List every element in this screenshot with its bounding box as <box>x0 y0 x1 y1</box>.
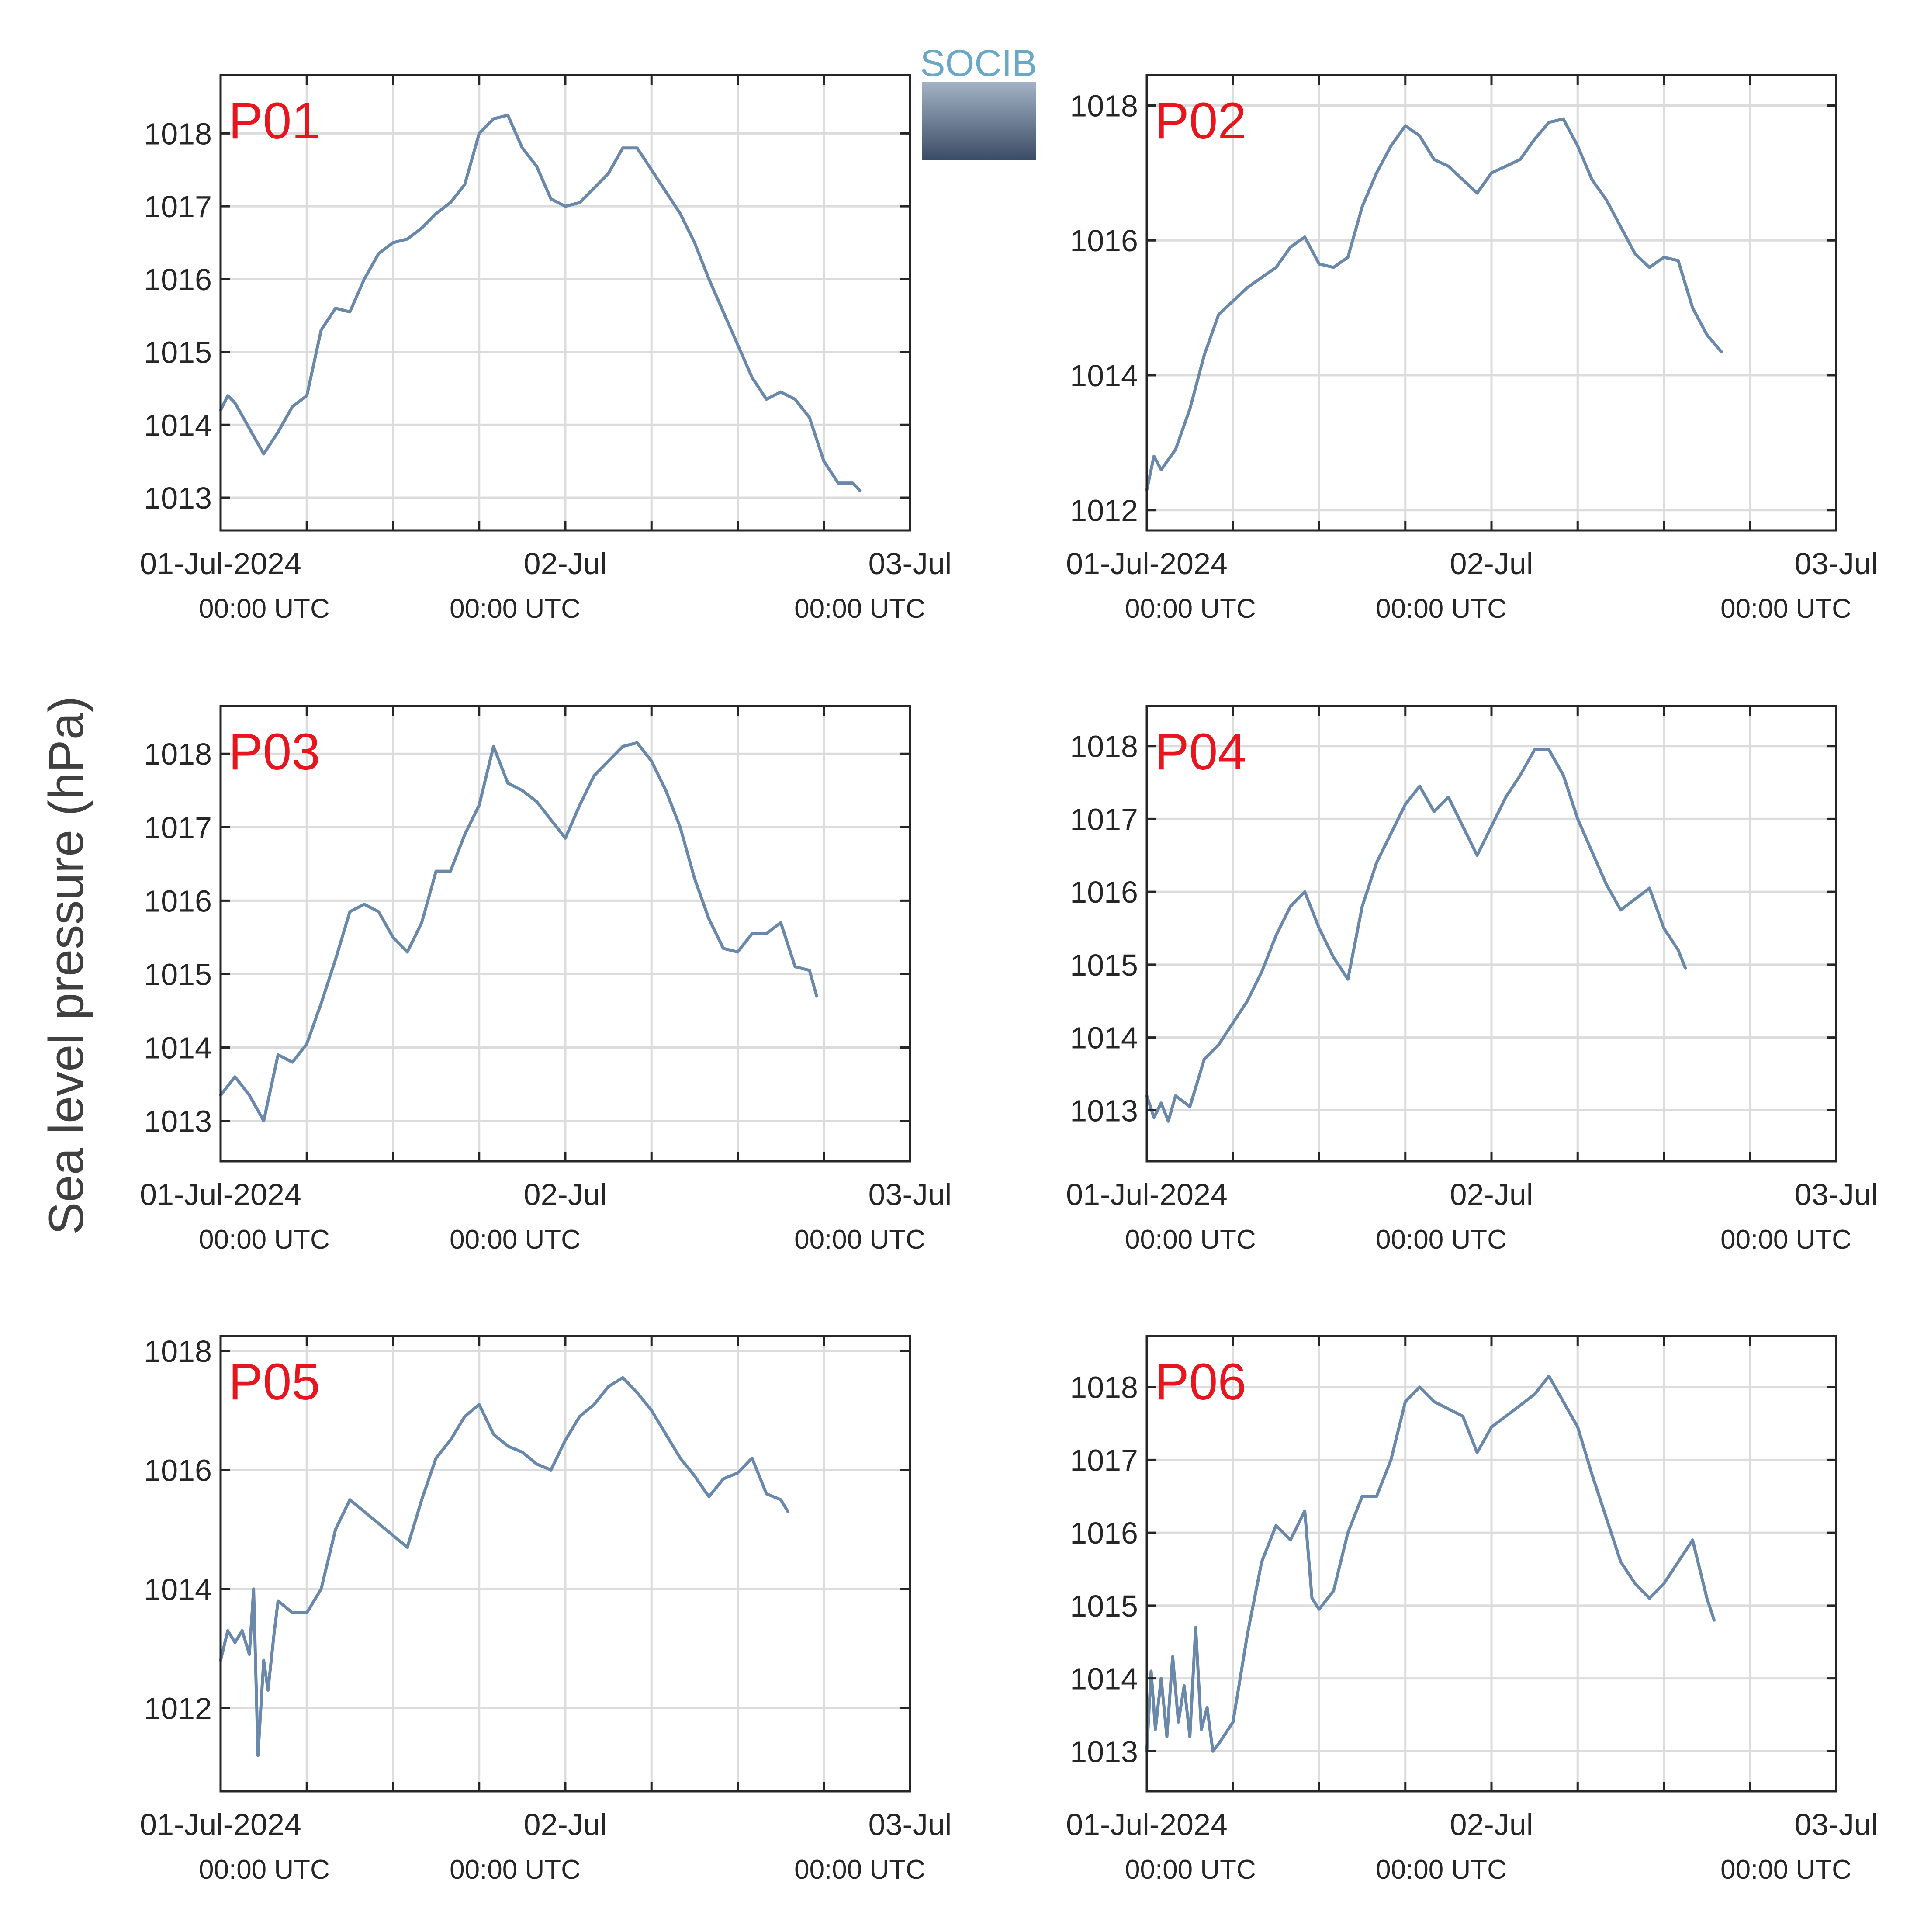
y-tick-label: 1013 <box>144 1104 212 1139</box>
x-tick-label: 01-Jul-2024 <box>1066 1807 1228 1842</box>
y-tick-label: 1018 <box>144 1334 212 1368</box>
x-tick-label: 01-Jul-2024 <box>140 1177 301 1212</box>
y-axis-label: Sea level pressure (hPa) <box>39 696 93 1235</box>
panel-label: P01 <box>228 92 320 150</box>
x-tick-label: 03-Jul <box>1795 1807 1878 1842</box>
y-tick-label: 1015 <box>1070 1589 1138 1623</box>
x-tick-label: 02-Jul <box>1450 1177 1533 1212</box>
y-tick-label: 1018 <box>144 117 212 151</box>
x-tick-sublabel: 00:00 UTC <box>1376 1855 1507 1885</box>
x-tick-sublabel: 00:00 UTC <box>1376 594 1507 624</box>
panels-group: 1013 1014 1015 1016 1017 1018 01-Jul-2024 00:00… <box>140 74 1878 1885</box>
series-line <box>219 741 818 1123</box>
x-tick-label: 03-Jul <box>869 1807 952 1842</box>
y-tick-label: 1018 <box>144 737 212 771</box>
y-tick-label: 1015 <box>144 957 212 991</box>
y-tick-label: 1017 <box>144 190 212 224</box>
y-tick-label: 1016 <box>1070 875 1138 909</box>
x-tick-sublabel: 00:00 UTC <box>1720 1855 1851 1885</box>
x-tick-label: 01-Jul-2024 <box>140 1807 301 1842</box>
x-tick-sublabel: 00:00 UTC <box>1376 1225 1507 1255</box>
x-tick-sublabel: 00:00 UTC <box>1720 1225 1851 1255</box>
x-tick-label: 02-Jul <box>1450 1807 1533 1842</box>
panel-label: P03 <box>228 723 320 781</box>
panel-label: P05 <box>228 1353 320 1411</box>
x-tick-sublabel: 00:00 UTC <box>450 594 581 624</box>
y-tick-label: 1015 <box>144 336 212 370</box>
x-tick-sublabel: 00:00 UTC <box>1125 1225 1256 1255</box>
x-tick-sublabel: 00:00 UTC <box>1125 1855 1256 1885</box>
x-tick-sublabel: 00:00 UTC <box>1720 594 1851 624</box>
y-tick-label: 1014 <box>1070 1662 1138 1696</box>
x-tick-sublabel: 00:00 UTC <box>199 594 330 624</box>
x-tick-label: 01-Jul-2024 <box>140 547 301 581</box>
x-tick-label: 01-Jul-2024 <box>1066 547 1228 581</box>
y-tick-label: 1016 <box>144 1453 212 1487</box>
x-tick-sublabel: 00:00 UTC <box>794 1855 925 1885</box>
y-tick-label: 1016 <box>144 263 212 297</box>
panel-label: P02 <box>1155 92 1246 150</box>
series-line <box>1145 1375 1716 1753</box>
panel-p01: 1013 1014 1015 1016 1017 1018 01-Jul-2024 00:00… <box>140 74 952 624</box>
x-tick-sublabel: 00:00 UTC <box>199 1855 330 1885</box>
panel-p05: 1012 1014 1016 1018 01-Jul-2024 00:00 UTC 02-J… <box>140 1334 952 1885</box>
x-tick-label: 02-Jul <box>1450 547 1533 581</box>
y-tick-label: 1016 <box>1070 224 1138 258</box>
x-tick-label: 03-Jul <box>1795 547 1878 581</box>
panel-p04: 1013 1014 1015 1016 1017 1018 01-Jul-2024 00:00… <box>1066 705 1878 1255</box>
y-tick-label: 1012 <box>1070 494 1138 528</box>
panel-label: P06 <box>1155 1353 1246 1411</box>
x-tick-label: 02-Jul <box>524 547 607 581</box>
series-line <box>219 114 862 492</box>
x-tick-sublabel: 00:00 UTC <box>199 1225 330 1255</box>
x-tick-label: 02-Jul <box>524 1807 607 1842</box>
y-tick-label: 1016 <box>1070 1516 1138 1550</box>
x-tick-sublabel: 00:00 UTC <box>450 1855 581 1885</box>
x-tick-sublabel: 00:00 UTC <box>794 594 925 624</box>
x-tick-label: 02-Jul <box>524 1177 607 1212</box>
y-tick-label: 1013 <box>1070 1094 1138 1128</box>
socib-logo: SOCIB <box>920 42 1037 160</box>
y-tick-label: 1013 <box>144 481 212 515</box>
x-tick-label: 03-Jul <box>1795 1177 1878 1212</box>
x-tick-sublabel: 00:00 UTC <box>1125 594 1256 624</box>
y-tick-label: 1018 <box>1070 1371 1138 1405</box>
panel-p03: 1013 1014 1015 1016 1017 1018 01-Jul-2024 00:00… <box>140 705 952 1255</box>
y-tick-label: 1014 <box>144 1572 212 1607</box>
series-line <box>219 1376 790 1757</box>
y-tick-label: 1018 <box>1070 89 1138 123</box>
y-tick-label: 1015 <box>1070 948 1138 982</box>
y-tick-label: 1014 <box>1070 359 1138 393</box>
x-tick-label: 01-Jul-2024 <box>1066 1177 1228 1212</box>
panel-label: P04 <box>1155 723 1246 781</box>
y-tick-label: 1012 <box>144 1691 212 1725</box>
series-line <box>1145 748 1687 1123</box>
x-tick-sublabel: 00:00 UTC <box>794 1225 925 1255</box>
y-tick-label: 1017 <box>1070 1443 1138 1477</box>
y-tick-label: 1017 <box>1070 802 1138 836</box>
y-tick-label: 1016 <box>144 884 212 918</box>
series-line <box>1145 117 1723 492</box>
panel-p02: 1012 1014 1016 1018 01-Jul-2024 00:00 UTC 02-J… <box>1066 74 1878 624</box>
panel-p06: 1013 1014 1015 1016 1017 1018 01-Jul-2024 00:00… <box>1066 1335 1878 1885</box>
x-tick-sublabel: 00:00 UTC <box>450 1225 581 1255</box>
y-tick-label: 1014 <box>1070 1021 1138 1055</box>
socib-logo-bar <box>922 82 1036 160</box>
y-tick-label: 1014 <box>144 1031 212 1065</box>
y-tick-label: 1017 <box>144 810 212 845</box>
x-tick-label: 03-Jul <box>869 547 952 581</box>
socib-logo-text: SOCIB <box>920 42 1037 84</box>
y-tick-label: 1013 <box>1070 1735 1138 1769</box>
y-tick-label: 1014 <box>144 408 212 442</box>
x-tick-label: 03-Jul <box>869 1177 952 1212</box>
y-tick-label: 1018 <box>1070 730 1138 764</box>
